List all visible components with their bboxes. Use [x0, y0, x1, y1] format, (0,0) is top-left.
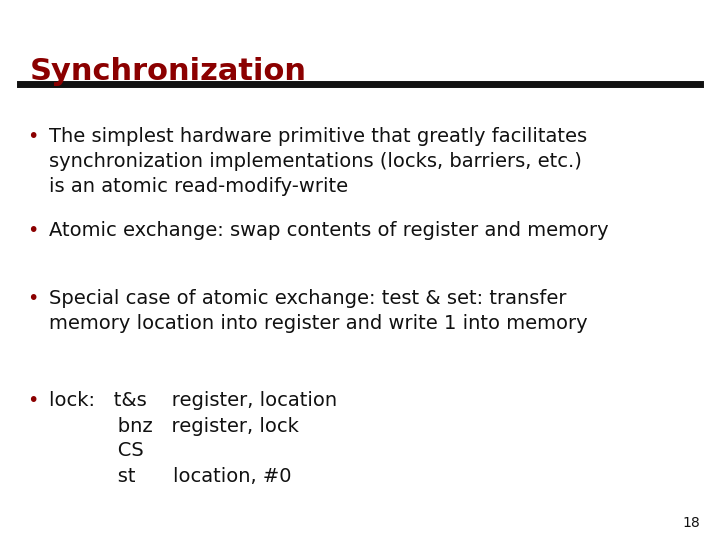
Text: Atomic exchange: swap contents of register and memory: Atomic exchange: swap contents of regist…: [49, 221, 608, 240]
Text: •: •: [27, 127, 39, 146]
Text: Special case of atomic exchange: test & set: transfer
memory location into regis: Special case of atomic exchange: test & …: [49, 289, 588, 333]
Text: Synchronization: Synchronization: [30, 57, 307, 86]
Text: •: •: [27, 392, 39, 410]
Text: lock:   t&s    register, location
           bnz   register, lock
           CS
: lock: t&s register, location bnz registe…: [49, 392, 337, 485]
Text: 18: 18: [682, 516, 700, 530]
Text: •: •: [27, 289, 39, 308]
Text: •: •: [27, 221, 39, 240]
Text: The simplest hardware primitive that greatly facilitates
synchronization impleme: The simplest hardware primitive that gre…: [49, 127, 587, 196]
